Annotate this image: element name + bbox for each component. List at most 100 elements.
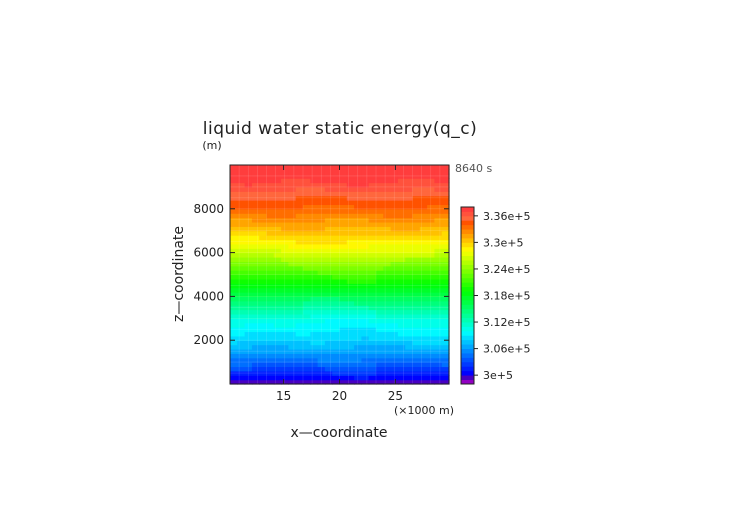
heatmap-cell [310, 265, 319, 271]
heatmap-cell [434, 235, 443, 241]
heatmap-cell [266, 296, 275, 302]
heatmap-cell [237, 362, 246, 368]
heatmap-cell [310, 178, 319, 184]
heatmap-cell [346, 327, 355, 333]
heatmap-cell [230, 331, 238, 337]
heatmap-cell [383, 375, 392, 381]
heatmap-cell [259, 357, 268, 363]
heatmap-cell [427, 230, 435, 236]
heatmap-cell [281, 353, 289, 359]
heatmap-cell [332, 362, 341, 368]
heatmap-cell [273, 379, 282, 385]
heatmap-cell [303, 230, 311, 236]
colorbar-band [461, 304, 474, 310]
heatmap-cell [244, 217, 253, 223]
heatmap-cell [412, 313, 421, 319]
heatmap-cell [390, 357, 399, 363]
heatmap-cell [303, 169, 311, 175]
heatmap-cell [383, 344, 392, 350]
heatmap-cell [259, 265, 268, 271]
heatmap-cell [397, 213, 406, 219]
heatmap-cell [310, 191, 319, 197]
heatmap-cell [332, 256, 341, 262]
heatmap-cell [251, 191, 260, 197]
heatmap-cell [419, 270, 428, 276]
heatmap-cell [441, 186, 450, 192]
heatmap-cell [324, 252, 333, 258]
heatmap-cell [237, 217, 246, 223]
heatmap-cell [405, 292, 414, 297]
heatmap-cell [251, 178, 260, 184]
heatmap-cell [332, 300, 341, 306]
heatmap-cell [346, 292, 355, 297]
heatmap-cell [368, 331, 377, 337]
heatmap-cell [405, 313, 414, 319]
heatmap-cell [281, 204, 289, 210]
heatmap-cell [230, 357, 238, 363]
heatmap-cell [412, 243, 421, 249]
heatmap-cell [310, 221, 319, 227]
heatmap-cell [376, 221, 384, 227]
heatmap-cell [376, 309, 384, 315]
heatmap-cell [244, 305, 253, 311]
heatmap-cell [281, 379, 289, 385]
heatmap-cell [303, 221, 311, 227]
heatmap-cell [237, 165, 246, 170]
heatmap-cell [383, 270, 392, 276]
heatmap-cell [303, 309, 311, 315]
heatmap-cell [259, 230, 268, 236]
heatmap-cell [346, 313, 355, 319]
heatmap-cell [390, 274, 399, 280]
heatmap-cell [317, 270, 326, 276]
heatmap-cell [354, 195, 362, 201]
heatmap-cell [266, 239, 275, 245]
heatmap-cell [303, 313, 311, 319]
heatmap-cell [251, 274, 260, 280]
heatmap-cell [295, 261, 304, 267]
heatmap-cell [317, 318, 326, 324]
heatmap-cell [354, 169, 362, 175]
heatmap-cell [324, 331, 333, 337]
heatmap-cell [237, 340, 246, 346]
heatmap-cell [405, 256, 414, 262]
heatmap-cell [383, 230, 392, 236]
heatmap-cell [427, 256, 435, 262]
heatmap-cell [244, 252, 253, 258]
heatmap-cell [230, 243, 238, 249]
heatmap-cell [288, 169, 297, 175]
heatmap-cell [427, 173, 435, 179]
heatmap-cell [354, 213, 362, 219]
colorbar-band [461, 229, 474, 234]
heatmap-cell [346, 213, 355, 219]
heatmap-cell [339, 362, 348, 368]
heatmap-cell [405, 344, 414, 350]
heatmap-cell [324, 287, 333, 293]
heatmap-cell [390, 292, 399, 297]
heatmap-cell [390, 348, 399, 354]
heatmap-cell [317, 173, 326, 179]
heatmap-cell [230, 313, 238, 319]
heatmap-cell [361, 252, 370, 258]
heatmap-cell [427, 165, 435, 170]
heatmap-cell [397, 362, 406, 368]
heatmap-cell [273, 256, 282, 262]
heatmap-cell [288, 300, 297, 306]
heatmap-cell [230, 305, 238, 311]
heatmap-cell [405, 362, 414, 368]
heatmap-cell [427, 182, 435, 188]
heatmap-cell [346, 191, 355, 197]
heatmap-cell [281, 344, 289, 350]
heatmap-cell [354, 340, 362, 346]
heatmap-cell [354, 379, 362, 385]
heatmap-cell [339, 191, 348, 197]
heatmap-cell [390, 362, 399, 368]
heatmap-cell [361, 379, 370, 385]
heatmap-cell [288, 173, 297, 179]
heatmap-cell [303, 178, 311, 184]
heatmap-cell [230, 169, 238, 175]
heatmap-cell [441, 287, 450, 293]
heatmap-cell [295, 283, 304, 289]
heatmap-cell [244, 178, 253, 184]
heatmap-cell [266, 353, 275, 359]
heatmap-cell [397, 357, 406, 363]
